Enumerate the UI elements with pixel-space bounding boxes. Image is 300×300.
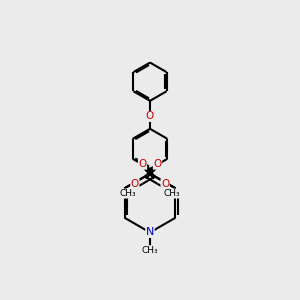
Text: CH₃: CH₃ bbox=[142, 246, 158, 255]
Text: O: O bbox=[138, 159, 147, 169]
Text: CH₃: CH₃ bbox=[164, 189, 181, 198]
Text: CH₃: CH₃ bbox=[119, 189, 136, 198]
Text: N: N bbox=[146, 227, 154, 237]
Text: O: O bbox=[161, 179, 169, 189]
Text: O: O bbox=[131, 179, 139, 189]
Text: O: O bbox=[153, 159, 162, 169]
Text: O: O bbox=[146, 111, 154, 122]
